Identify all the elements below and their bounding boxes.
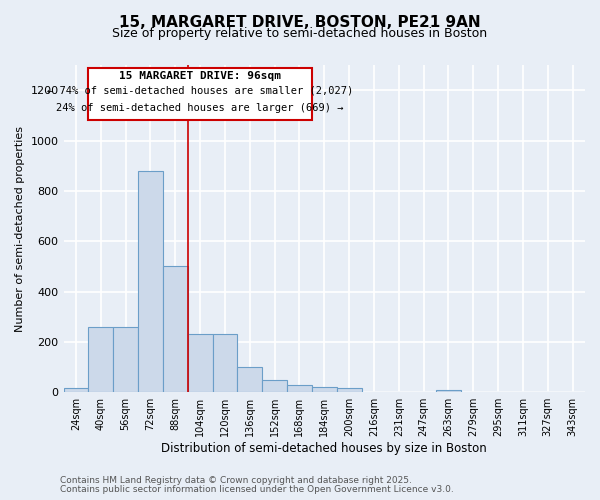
Bar xyxy=(238,367,262,392)
Bar xyxy=(138,170,163,392)
Bar xyxy=(64,388,88,392)
Bar xyxy=(436,390,461,392)
Bar xyxy=(113,327,138,392)
Text: Contains HM Land Registry data © Crown copyright and database right 2025.: Contains HM Land Registry data © Crown c… xyxy=(60,476,412,485)
Text: Size of property relative to semi-detached houses in Boston: Size of property relative to semi-detach… xyxy=(112,28,488,40)
Bar xyxy=(188,334,212,392)
Bar xyxy=(337,388,362,392)
Bar xyxy=(212,334,238,392)
Text: 15, MARGARET DRIVE, BOSTON, PE21 9AN: 15, MARGARET DRIVE, BOSTON, PE21 9AN xyxy=(119,15,481,30)
Text: 15 MARGARET DRIVE: 96sqm: 15 MARGARET DRIVE: 96sqm xyxy=(119,72,281,82)
Bar xyxy=(163,266,188,392)
Text: ← 74% of semi-detached houses are smaller (2,027): ← 74% of semi-detached houses are smalle… xyxy=(47,85,353,95)
Bar xyxy=(88,327,113,392)
FancyBboxPatch shape xyxy=(88,68,312,120)
Bar xyxy=(262,380,287,392)
Text: Contains public sector information licensed under the Open Government Licence v3: Contains public sector information licen… xyxy=(60,484,454,494)
Bar xyxy=(287,384,312,392)
X-axis label: Distribution of semi-detached houses by size in Boston: Distribution of semi-detached houses by … xyxy=(161,442,487,455)
Y-axis label: Number of semi-detached properties: Number of semi-detached properties xyxy=(15,126,25,332)
Text: 24% of semi-detached houses are larger (669) →: 24% of semi-detached houses are larger (… xyxy=(56,103,344,113)
Bar xyxy=(312,387,337,392)
